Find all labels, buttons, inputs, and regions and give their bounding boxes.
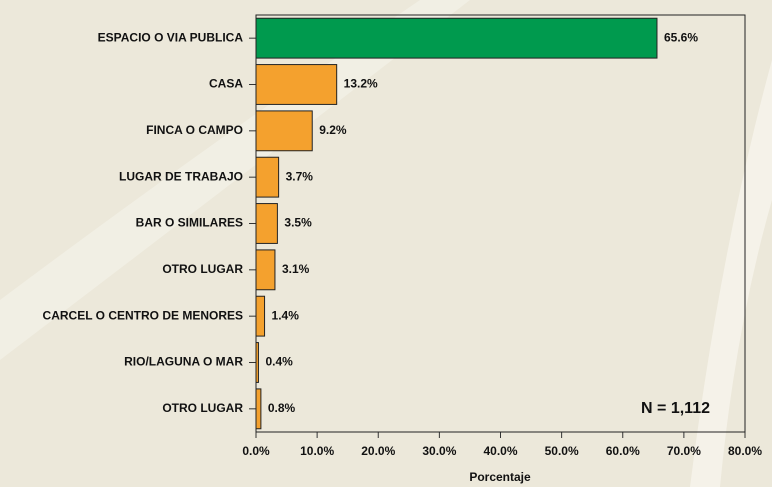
annotation: N = 1,112 xyxy=(641,400,710,417)
value-label: 3.1% xyxy=(282,262,310,276)
y-tick-label: ESPACIO O VIA PUBLICA xyxy=(98,30,244,44)
x-tick-label: 30.0% xyxy=(422,444,456,458)
y-tick-label: OTRO LUGAR xyxy=(162,401,243,415)
background-streak xyxy=(0,0,470,360)
y-tick-label: OTRO LUGAR xyxy=(162,262,243,276)
bar xyxy=(255,388,262,430)
value-label: 13.2% xyxy=(344,77,378,91)
y-tick-label: RIO/LAGUNA O MAR xyxy=(124,355,243,369)
x-tick-label: 70.0% xyxy=(667,444,701,458)
y-tick-label: CARCEL O CENTRO DE MENORES xyxy=(43,308,243,322)
x-tick-label: 0.0% xyxy=(242,444,270,458)
x-tick-label: 60.0% xyxy=(606,444,640,458)
bar xyxy=(255,295,266,337)
value-label: 0.4% xyxy=(265,355,293,369)
value-label: 65.6% xyxy=(664,30,698,44)
x-tick-label: 50.0% xyxy=(545,444,579,458)
plot-frame xyxy=(255,14,746,433)
bar xyxy=(255,110,313,152)
y-tick-label: CASA xyxy=(209,77,243,91)
background-streak xyxy=(690,60,772,487)
x-tick-label: 10.0% xyxy=(300,444,334,458)
y-tick-label: FINCA O CAMPO xyxy=(146,123,243,137)
value-label: 1.4% xyxy=(272,308,300,322)
y-tick-label: LUGAR DE TRABAJO xyxy=(119,169,243,183)
value-label: 9.2% xyxy=(319,123,347,137)
bar xyxy=(255,249,276,291)
bar xyxy=(255,203,278,244)
x-tick-label: 20.0% xyxy=(361,444,395,458)
bar xyxy=(255,64,338,105)
x-tick-label: 80.0% xyxy=(728,444,762,458)
value-label: 3.5% xyxy=(284,216,312,230)
x-axis-title: Porcentaje xyxy=(469,470,531,484)
value-label: 0.8% xyxy=(268,401,296,415)
y-tick-label: BAR O SIMILARES xyxy=(136,216,243,230)
bar xyxy=(255,17,658,59)
value-label: 3.7% xyxy=(286,169,314,183)
x-tick-label: 40.0% xyxy=(483,444,517,458)
bar xyxy=(255,156,280,198)
